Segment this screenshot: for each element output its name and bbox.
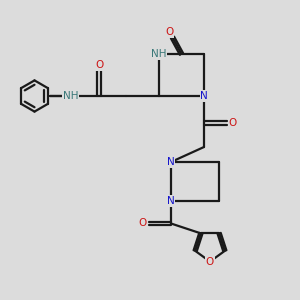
Text: O: O [95,60,103,70]
Text: NH: NH [151,49,167,59]
Text: NH: NH [63,91,78,101]
Text: N: N [167,157,175,167]
Text: O: O [206,256,214,267]
Text: O: O [165,27,174,37]
Text: N: N [167,196,175,206]
Text: N: N [200,91,208,101]
Text: O: O [138,218,147,229]
Text: O: O [228,118,237,128]
